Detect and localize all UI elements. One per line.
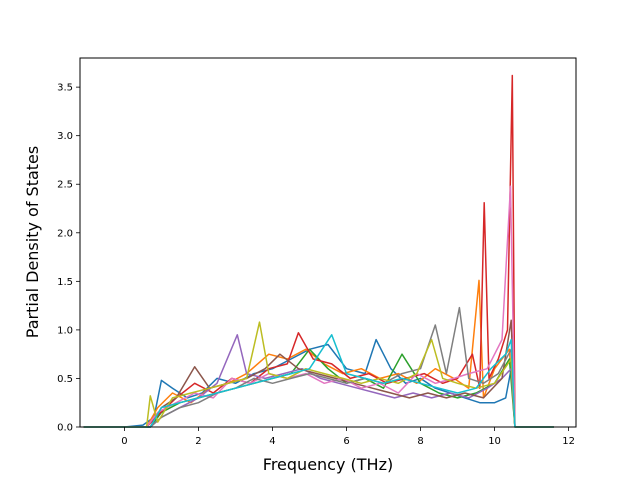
series-layer — [83, 74, 554, 428]
series-line-9 — [83, 321, 554, 428]
x-tick-label: 10 — [488, 436, 501, 447]
y-tick-label: 2.0 — [57, 228, 73, 239]
x-tick-label: 2 — [195, 436, 201, 447]
x-tick-label: 0 — [121, 436, 127, 447]
x-tick-label: 12 — [562, 436, 575, 447]
series-line-4 — [83, 74, 554, 428]
y-tick-label: 3.0 — [57, 131, 73, 142]
y-tick-label: 0.0 — [57, 423, 73, 434]
y-tick-label: 0.5 — [57, 374, 73, 385]
plot-area-frame — [79, 57, 577, 428]
y-tick-label: 3.5 — [57, 83, 73, 94]
y-axis-ticks: 0.0 0.5 1.0 1.5 2.0 2.5 3.0 3.5 — [57, 83, 80, 434]
x-tick-label: 8 — [417, 436, 423, 447]
y-tick-label: 1.5 — [57, 277, 73, 288]
x-tick-label: 4 — [269, 436, 275, 447]
x-tick-label: 6 — [343, 436, 349, 447]
series-line-6 — [83, 319, 554, 428]
x-axis-label: Frequency (THz) — [263, 455, 393, 474]
y-tick-label: 1.0 — [57, 325, 73, 336]
series-line-10 — [83, 334, 554, 428]
y-tick-label: 2.5 — [57, 180, 73, 191]
y-axis-label: Partial Density of States — [23, 146, 42, 338]
x-axis-ticks: 0 2 4 6 8 10 12 — [121, 427, 575, 447]
series-line-1 — [83, 338, 554, 428]
